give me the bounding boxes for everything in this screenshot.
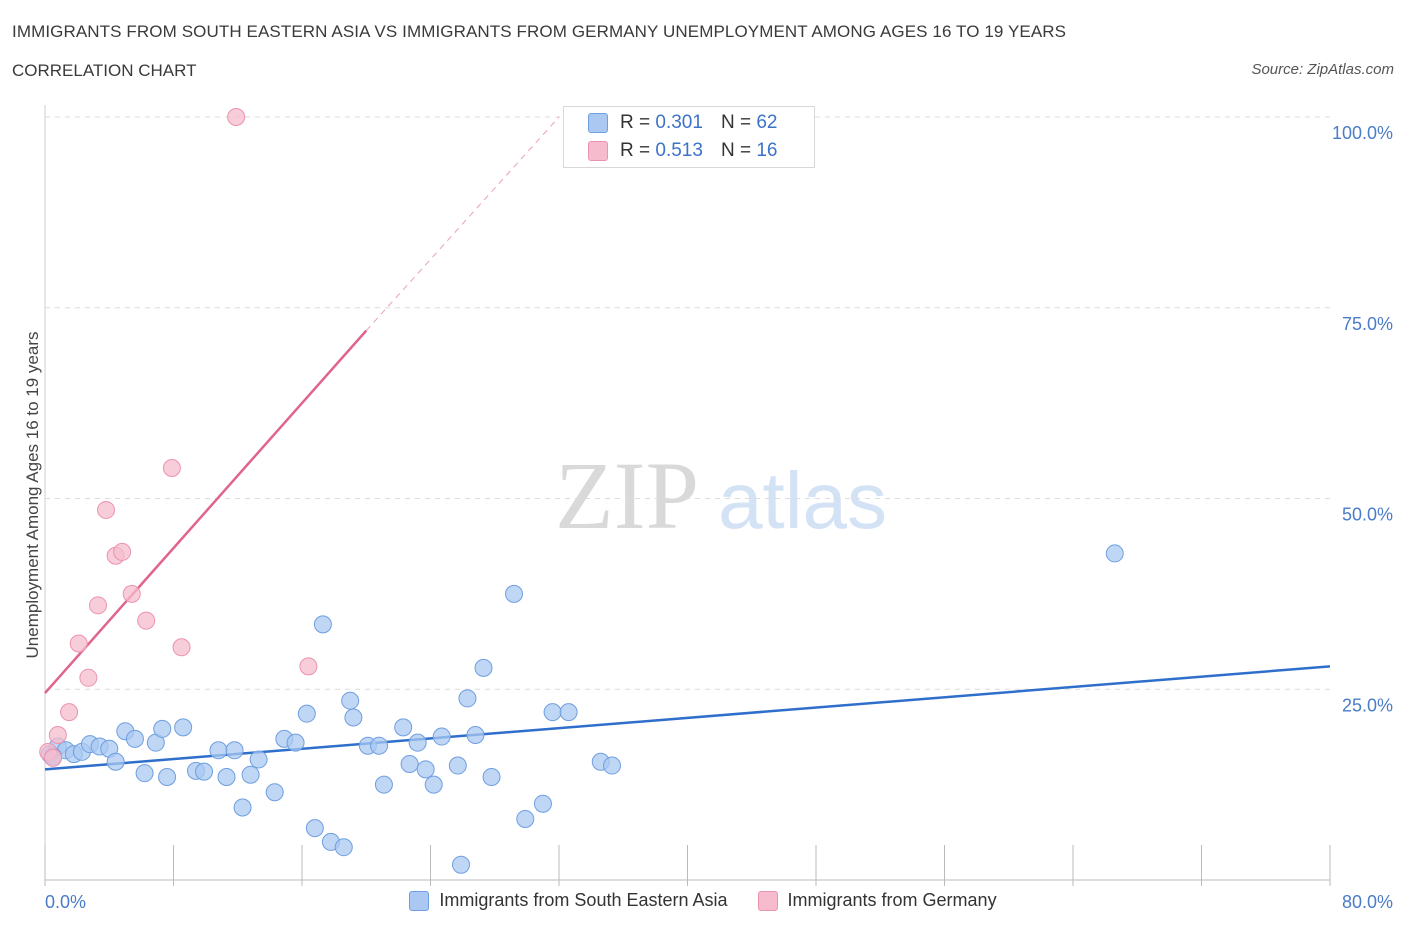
data-point-germany xyxy=(69,634,88,653)
y-tick-label: 100.0% xyxy=(1332,123,1393,143)
data-point-sea xyxy=(448,756,467,775)
data-point-sea xyxy=(135,764,154,783)
data-point-germany xyxy=(227,108,246,126)
data-point-germany xyxy=(60,703,79,722)
stats-r-value: 0.301 xyxy=(655,112,703,133)
data-point-germany xyxy=(97,500,116,519)
data-point-sea xyxy=(559,703,578,722)
stats-r-label: R = xyxy=(620,140,651,161)
data-point-sea xyxy=(482,767,501,786)
legend-item-sea[interactable]: Immigrants from South Eastern Asia xyxy=(409,890,728,911)
legend-swatch-pink xyxy=(757,890,778,911)
watermark-atlas: atlas xyxy=(718,456,887,545)
data-point-sea xyxy=(344,708,363,727)
stats-n-label: N = xyxy=(720,112,752,133)
stats-row-sea: R = 0.301 N = 62 xyxy=(588,112,777,134)
y-axis-label: Unemployment Among Ages 16 to 19 years xyxy=(23,332,42,659)
grid xyxy=(45,116,1330,690)
stats-row-germany: R = 0.513 N = 16 xyxy=(588,140,777,162)
watermark: ZIP atlas xyxy=(555,442,887,549)
stats-n-label: N = xyxy=(720,140,752,161)
stats-swatch-blue xyxy=(588,113,608,133)
data-point-sea xyxy=(225,741,244,760)
trend-line-germany xyxy=(44,329,368,694)
data-point-sea xyxy=(408,733,427,752)
data-point-germany xyxy=(48,726,67,745)
data-point-sea xyxy=(195,762,214,781)
stats-r-label: R = xyxy=(620,112,651,133)
data-point-sea xyxy=(370,736,389,755)
data-point-sea xyxy=(474,658,493,677)
stats-n-value: 62 xyxy=(756,112,778,133)
data-point-sea xyxy=(1105,544,1124,563)
data-point-sea xyxy=(394,718,413,737)
data-point-sea xyxy=(432,727,451,746)
data-point-sea xyxy=(452,855,471,874)
data-point-sea xyxy=(125,729,144,748)
data-point-sea xyxy=(174,718,193,737)
data-point-germany xyxy=(79,668,98,687)
data-point-sea xyxy=(341,691,360,710)
stats-swatch-pink xyxy=(588,141,608,161)
data-point-sea xyxy=(424,775,443,794)
data-point-sea xyxy=(265,783,284,802)
data-point-germany xyxy=(162,458,181,477)
data-point-germany xyxy=(89,596,108,615)
trend-extension-germany xyxy=(365,116,560,331)
data-point-sea xyxy=(305,819,324,838)
chart-title: IMMIGRANTS FROM SOUTH EASTERN ASIA VS IM… xyxy=(12,22,1067,41)
data-point-sea xyxy=(505,584,524,603)
legend-swatch-blue xyxy=(409,890,430,911)
chart-subtitle: CORRELATION CHART xyxy=(12,61,197,80)
data-point-sea xyxy=(286,733,305,752)
stats-legend: R = 0.301 N = 62 R = 0.513 N = 16 xyxy=(563,106,815,168)
data-point-sea xyxy=(153,719,172,738)
data-point-sea xyxy=(516,809,535,828)
data-point-sea xyxy=(533,794,552,813)
legend-item-germany[interactable]: Immigrants from Germany xyxy=(757,890,997,911)
tick-labels: 25.0% 50.0% 75.0% 100.0% 0.0% 80.0% xyxy=(45,123,1393,912)
x-tick-label: 80.0% xyxy=(1342,892,1393,912)
data-point-sea xyxy=(313,615,332,634)
legend-label-sea: Immigrants from South Eastern Asia xyxy=(439,890,728,910)
data-point-sea xyxy=(543,703,562,722)
data-point-sea xyxy=(217,767,236,786)
legend-label-germany: Immigrants from Germany xyxy=(787,890,997,910)
data-point-sea xyxy=(334,838,353,857)
data-point-sea xyxy=(209,741,228,760)
data-point-sea xyxy=(158,767,177,786)
data-point-sea xyxy=(458,689,477,708)
y-tick-label: 50.0% xyxy=(1342,505,1393,525)
data-point-sea xyxy=(416,760,435,779)
data-point-sea xyxy=(249,750,268,769)
y-tick-label: 25.0% xyxy=(1342,695,1393,715)
data-point-sea xyxy=(466,726,485,745)
data-point-sea xyxy=(106,752,125,771)
data-point-germany xyxy=(44,748,63,767)
data-points xyxy=(39,108,1124,874)
data-point-sea xyxy=(400,755,419,774)
stats-n-value: 16 xyxy=(756,140,778,161)
y-tick-label: 75.0% xyxy=(1342,314,1393,334)
chart-legend: Immigrants from South Eastern Asia Immig… xyxy=(0,890,1406,911)
stats-r-value: 0.513 xyxy=(655,140,703,161)
data-point-germany xyxy=(137,611,156,630)
data-point-germany xyxy=(122,584,141,603)
data-point-germany xyxy=(172,638,191,657)
data-point-germany xyxy=(299,657,318,676)
data-point-sea xyxy=(297,704,316,723)
source-credit: Source: ZipAtlas.com xyxy=(1251,61,1394,78)
data-point-sea xyxy=(603,756,622,775)
data-point-sea xyxy=(233,798,252,817)
watermark-zip: ZIP xyxy=(555,442,699,549)
data-point-germany xyxy=(113,542,132,561)
data-point-sea xyxy=(374,775,393,794)
data-point-sea xyxy=(241,765,260,784)
x-tick-label: 0.0% xyxy=(45,892,86,912)
